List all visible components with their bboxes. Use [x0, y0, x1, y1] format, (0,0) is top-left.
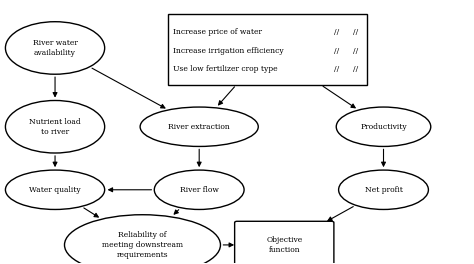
- Text: River extraction: River extraction: [168, 123, 230, 131]
- Ellipse shape: [338, 170, 428, 209]
- Text: //: //: [353, 28, 358, 36]
- Text: Use low fertilizer crop type: Use low fertilizer crop type: [173, 65, 278, 73]
- Text: Productivity: Productivity: [360, 123, 407, 131]
- Text: Water quality: Water quality: [29, 186, 81, 194]
- Ellipse shape: [5, 101, 105, 153]
- Bar: [168, 14, 367, 85]
- Ellipse shape: [64, 215, 220, 264]
- Text: //: //: [334, 65, 339, 73]
- Ellipse shape: [5, 170, 105, 209]
- Text: //: //: [353, 46, 358, 55]
- Text: Nutrient load
to river: Nutrient load to river: [29, 118, 81, 136]
- FancyBboxPatch shape: [235, 221, 334, 264]
- Text: Objective
function: Objective function: [266, 236, 302, 253]
- Text: Reliability of
meeting downstream
requirements: Reliability of meeting downstream requir…: [102, 231, 183, 259]
- Ellipse shape: [5, 22, 105, 74]
- Text: //: //: [353, 65, 358, 73]
- Text: //: //: [334, 46, 339, 55]
- Text: Net profit: Net profit: [365, 186, 402, 194]
- Text: Increase irrigation efficiency: Increase irrigation efficiency: [173, 46, 284, 55]
- Text: Increase price of water: Increase price of water: [173, 28, 262, 36]
- Text: River water
availability: River water availability: [33, 39, 77, 57]
- Text: //: //: [334, 28, 339, 36]
- Ellipse shape: [140, 107, 258, 147]
- Text: River flow: River flow: [180, 186, 219, 194]
- Ellipse shape: [155, 170, 244, 209]
- Ellipse shape: [336, 107, 431, 147]
